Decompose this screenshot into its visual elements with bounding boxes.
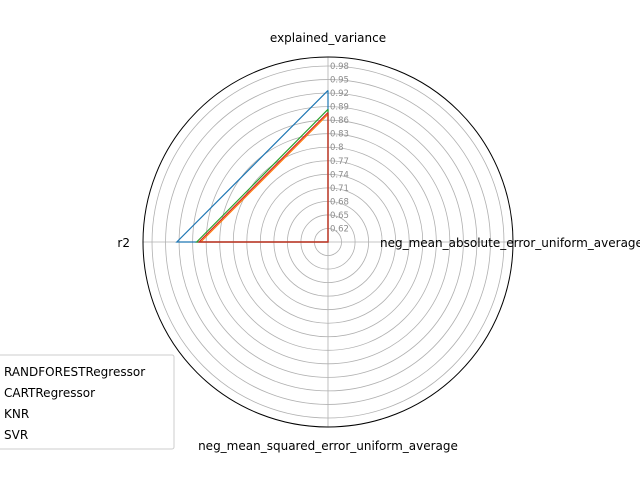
legend: RANDFORESTRegressor CARTRegressor KNR SV… xyxy=(0,354,175,450)
tick-label: 0.89 xyxy=(330,103,349,113)
tick-label: 0.68 xyxy=(330,197,349,207)
series-lines xyxy=(175,89,329,243)
tick-label: 0.86 xyxy=(330,116,349,126)
tick-label: 0.83 xyxy=(330,130,349,140)
radial-tick-labels: 0.62 0.65 0.68 0.71 0.74 0.77 0.8 0.83 0.86 0.89 0… xyxy=(330,62,349,234)
tick-label: 0.71 xyxy=(330,184,349,194)
axis-label-explained-variance: explained_variance xyxy=(270,31,386,45)
legend-entry-svr: SVR xyxy=(4,428,28,442)
axis-label-neg-mean-squared-error: neg_mean_squared_error_uniform_average xyxy=(198,439,458,453)
series-line-knr xyxy=(195,108,329,243)
legend-entry-randforest: RANDFORESTRegressor xyxy=(4,365,145,379)
axis-labels: explained_variance neg_mean_absolute_err… xyxy=(117,31,640,453)
tick-label: 0.74 xyxy=(330,170,349,180)
tick-label: 0.62 xyxy=(330,224,349,234)
axis-label-r2: r2 xyxy=(117,236,130,250)
legend-entry-cart: CARTRegressor xyxy=(4,386,95,400)
tick-label: 0.65 xyxy=(330,211,349,221)
tick-label: 0.8 xyxy=(330,143,344,153)
tick-label: 0.98 xyxy=(330,62,349,72)
outer-frame xyxy=(142,56,514,428)
tick-label: 0.92 xyxy=(330,89,349,99)
axis-label-neg-mean-absolute-error: neg_mean_absolute_error_uniform_average xyxy=(380,236,640,250)
tick-label: 0.77 xyxy=(330,157,349,167)
series-line-svr xyxy=(197,112,329,243)
legend-box xyxy=(0,354,175,450)
legend-entry-knr: KNR xyxy=(4,407,29,421)
tick-label: 0.95 xyxy=(330,76,349,86)
